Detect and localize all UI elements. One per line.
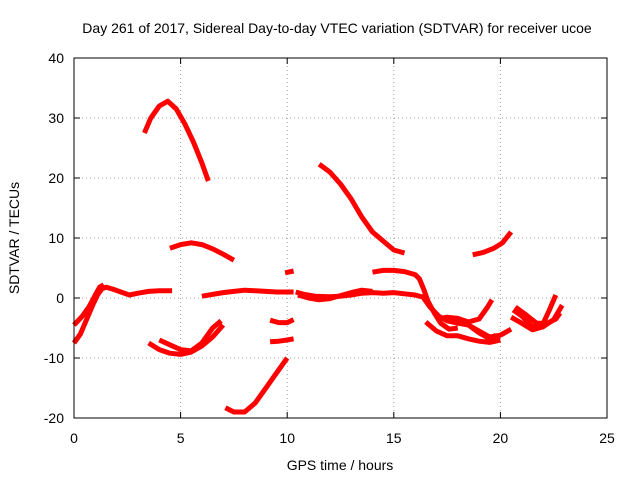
series-arc-14 — [317, 162, 406, 256]
series-arc-18 — [435, 298, 495, 325]
series-arc-10 — [269, 336, 295, 345]
y-tick-label: 30 — [48, 110, 64, 126]
series-arc-6 — [158, 318, 223, 354]
series-arc-19 — [456, 316, 498, 342]
series-arc-3 — [142, 98, 211, 182]
y-tick-label: 40 — [48, 50, 64, 66]
y-tick-label: -20 — [44, 410, 64, 426]
grid — [74, 58, 607, 418]
series-arc-15 — [372, 267, 459, 332]
series-arc-1 — [71, 284, 173, 345]
x-tick-label: 0 — [70, 430, 78, 446]
x-tick-label: 20 — [493, 430, 509, 446]
y-axis: -20 -10 0 10 20 30 40 — [44, 50, 607, 426]
series-arc-4 — [169, 240, 236, 263]
x-axis: 0 5 10 15 20 25 — [70, 58, 615, 446]
series-arc-17 — [424, 320, 501, 345]
series-arc-12 — [295, 289, 423, 300]
series-arc-20 — [472, 230, 514, 258]
x-tick-label: 15 — [386, 430, 402, 446]
series-arc-2 — [72, 282, 106, 327]
x-axis-label: GPS time / hours — [287, 457, 394, 473]
series-arc-7 — [201, 287, 294, 299]
series-arc-8 — [224, 356, 290, 415]
y-tick-label: 20 — [48, 170, 64, 186]
y-tick-label: 0 — [56, 290, 64, 306]
x-tick-label: 5 — [177, 430, 185, 446]
chart-title: Day 261 of 2017, Sidereal Day-to-day VTE… — [82, 20, 592, 36]
y-tick-label: 10 — [48, 230, 64, 246]
series-arc-11 — [284, 268, 295, 276]
series-arc-13 — [297, 287, 373, 303]
y-tick-label: -10 — [44, 350, 64, 366]
x-tick-label: 10 — [279, 430, 295, 446]
series-arc-5 — [147, 323, 226, 357]
y-axis-label: SDTVAR / TECUs — [6, 182, 22, 294]
x-tick-label: 25 — [599, 430, 615, 446]
series-arc-9 — [269, 317, 295, 326]
series-arc-23 — [509, 303, 565, 333]
data-series — [71, 98, 565, 415]
